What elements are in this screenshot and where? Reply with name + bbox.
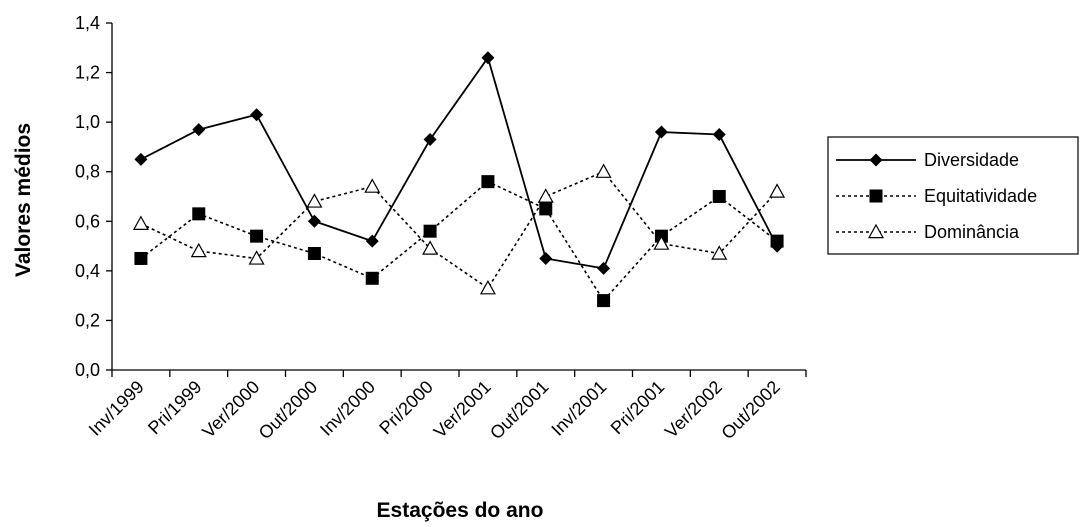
- legend-label: Dominância: [924, 222, 1020, 242]
- x-tick-label: Ver/2001: [430, 377, 495, 442]
- data-point-triangle: [479, 279, 496, 295]
- data-point-diamond: [654, 125, 668, 139]
- data-point-diamond: [307, 214, 321, 228]
- x-tick-label: Ver/2002: [661, 377, 726, 442]
- data-point-triangle: [422, 240, 439, 255]
- x-axis-title: Estações do ano: [377, 499, 544, 522]
- legend-item: Diversidade: [836, 150, 1019, 170]
- data-point-square: [770, 234, 784, 248]
- series-dominância: [132, 163, 786, 295]
- data-point-triangle: [132, 215, 149, 230]
- data-point-diamond: [869, 153, 883, 167]
- y-tick-label: 0,8: [75, 162, 100, 182]
- legend-item: Dominância: [836, 222, 1020, 242]
- data-point-square: [250, 229, 264, 243]
- series-diversidade: [134, 51, 784, 275]
- x-ticks: Inv/1999Pri/1999Ver/2000Out/2000Inv/2000…: [85, 370, 807, 444]
- data-point-square: [307, 247, 321, 261]
- legend: Diversidade Equitatividade Dominância: [827, 136, 1079, 255]
- data-point-square: [712, 190, 726, 203]
- x-tick-label: Out/2000: [255, 377, 322, 444]
- data-point-square: [539, 202, 553, 216]
- y-ticks: 0,0 0,2 0,4 0,6 0,8 1,0 1,2 1,4: [75, 13, 112, 380]
- series-equitatividade: [134, 175, 784, 308]
- y-tick-label: 1,2: [75, 63, 100, 83]
- data-point-square: [365, 271, 379, 285]
- data-point-square: [481, 175, 495, 189]
- x-tick-label: Ver/2000: [198, 377, 263, 442]
- data-point-triangle: [711, 245, 728, 260]
- data-point-triangle: [364, 178, 381, 193]
- y-axis-title: Valores médios: [12, 123, 35, 277]
- data-point-diamond: [192, 123, 206, 137]
- data-point-square: [869, 189, 883, 203]
- data-point-triangle: [653, 235, 670, 250]
- series-line: [140, 180, 778, 302]
- legend-label: Diversidade: [924, 150, 1019, 170]
- data-point-diamond: [481, 51, 495, 65]
- data-point-diamond: [423, 132, 437, 146]
- y-tick-label: 0,0: [75, 360, 100, 380]
- x-tick-label: Inv/2001: [547, 377, 610, 440]
- data-point-triangle: [769, 183, 786, 198]
- data-point-triangle: [248, 250, 265, 265]
- data-point-triangle: [537, 188, 554, 203]
- y-tick-label: 0,6: [75, 211, 100, 231]
- data-point-square: [423, 224, 437, 238]
- axes: [111, 23, 806, 371]
- data-point-diamond: [712, 128, 726, 142]
- y-tick-label: 1,4: [75, 13, 100, 33]
- series-layer: [132, 51, 786, 308]
- y-tick-label: 0,2: [75, 310, 100, 330]
- data-point-square: [597, 294, 611, 308]
- data-point-triangle: [190, 242, 207, 258]
- data-point-square: [134, 251, 148, 265]
- series-line: [140, 55, 778, 270]
- data-point-triangle: [306, 193, 323, 208]
- x-tick-label: Out/2002: [717, 377, 784, 444]
- legend-item: Equitatividade: [836, 186, 1037, 206]
- data-point-diamond: [250, 108, 264, 122]
- data-point-square: [192, 207, 206, 221]
- x-tick-label: Inv/1999: [85, 377, 148, 440]
- data-point-diamond: [365, 234, 379, 248]
- data-point-diamond: [539, 251, 553, 265]
- x-tick-label: Pri/2000: [375, 377, 437, 439]
- y-tick-label: 1,0: [75, 112, 100, 132]
- data-point-diamond: [597, 261, 611, 275]
- legend-label: Equitatividade: [924, 186, 1037, 206]
- data-point-triangle: [867, 223, 885, 239]
- y-tick-label: 0,4: [75, 261, 100, 281]
- x-tick-label: Inv/2000: [316, 377, 379, 440]
- x-tick-label: Pri/2001: [607, 377, 669, 439]
- data-point-triangle: [595, 163, 612, 178]
- data-point-diamond: [134, 152, 148, 166]
- series-line: [140, 170, 778, 290]
- x-tick-label: Pri/1999: [144, 377, 206, 439]
- x-tick-label: Out/2001: [486, 377, 553, 444]
